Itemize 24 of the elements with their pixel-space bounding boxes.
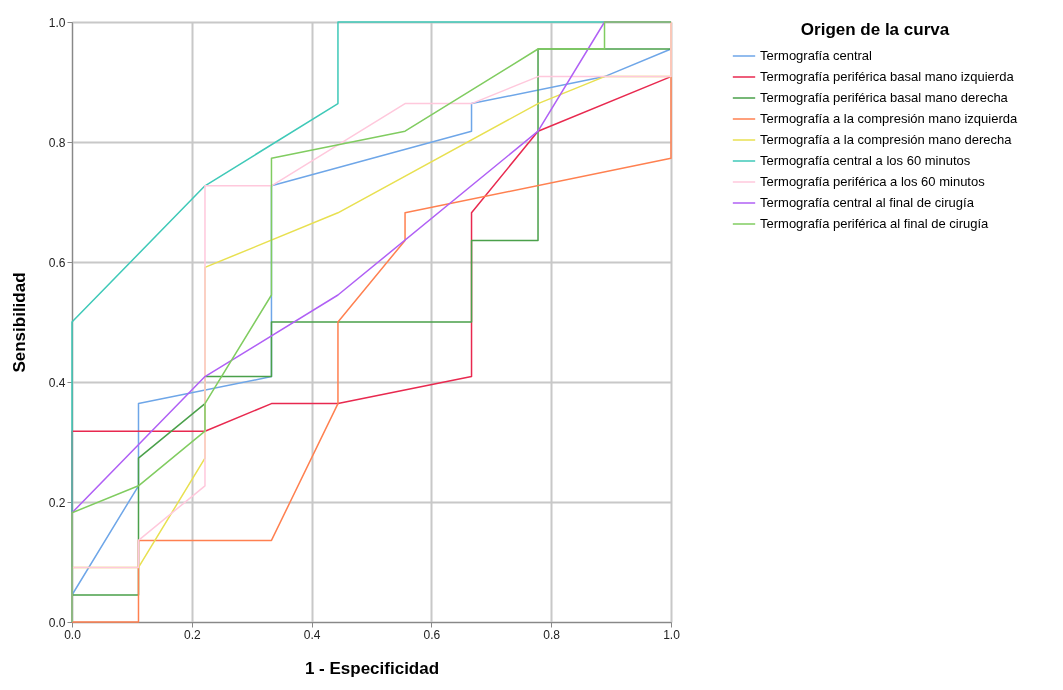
x-tick-label: 0.6 [423,627,441,642]
x-tick-label: 1.0 [663,627,681,642]
y-tick-label: 0.6 [48,255,66,270]
legend-label: Termografía periférica a los 60 minutos [760,174,986,189]
x-tick-label: 0.2 [183,627,201,642]
legend-label: Termografía a la compresión mano derecha [760,132,1013,147]
y-tick-label: 0.2 [48,495,66,510]
legend-title: Origen de la curva [800,20,950,39]
x-tick-label: 0.0 [64,627,82,642]
y-tick-label: 0.0 [48,615,66,630]
y-tick-label: 1.0 [48,15,66,30]
legend-label: Termografía a la compresión mano izquierda [760,111,1019,126]
legend-label: Termografía central al final de cirugía [760,195,975,210]
legend-label: Termografía periférica al final de cirugía [760,216,990,231]
y-tick-label: 0.4 [48,375,66,390]
legend-label: Termografía central [760,48,873,63]
x-axis-title: 1 - Especificidad [304,658,440,678]
x-tick-label: 0.8 [543,627,561,642]
legend-label: Termografía central a los 60 minutos [760,153,971,168]
legend-label: Termografía periférica basal mano izquierda [760,69,1015,84]
legend-label: Termografía periférica basal mano derecha [760,90,1009,105]
x-tick-label: 0.4 [303,627,321,642]
y-axis-title: Sensibilidad [9,272,29,373]
y-tick-label: 0.8 [48,135,66,150]
